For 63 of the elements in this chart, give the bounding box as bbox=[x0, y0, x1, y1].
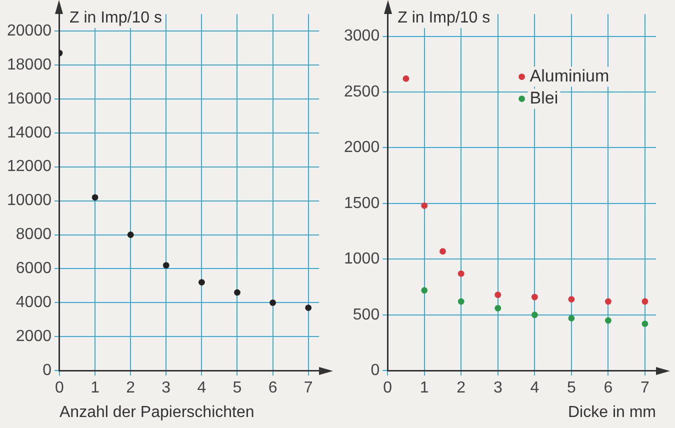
y-tick-label: 16000 bbox=[6, 90, 52, 108]
x-tick-label: 0 bbox=[55, 380, 64, 397]
y-axis-title: Z in Imp/10 s bbox=[69, 9, 162, 26]
x-tick-label: 4 bbox=[530, 380, 540, 397]
y-tick-label: 12000 bbox=[6, 158, 52, 176]
point bbox=[162, 262, 170, 269]
x-tick-label: 5 bbox=[566, 380, 576, 397]
y-tick-label: 2000 bbox=[344, 139, 380, 156]
y-tick-label: 4000 bbox=[16, 294, 52, 312]
point bbox=[270, 299, 276, 306]
x-axis-title: Dicke in mm bbox=[568, 404, 656, 421]
legend-label: Aluminium bbox=[530, 66, 610, 86]
y-tick-label: 3000 bbox=[344, 28, 380, 45]
point bbox=[531, 312, 538, 318]
point bbox=[568, 296, 575, 302]
y-tick-label: 1000 bbox=[344, 250, 380, 268]
y-tick-label: 2000 bbox=[16, 328, 52, 346]
x-tick-label: 0 bbox=[383, 380, 392, 397]
x-tick-label: 1 bbox=[420, 380, 429, 397]
x-tick-label: 7 bbox=[640, 380, 650, 397]
y-tick-label: 2500 bbox=[344, 83, 380, 100]
x-tick-label: 3 bbox=[493, 380, 502, 397]
y-tick-label: 0 bbox=[42, 362, 52, 380]
y-tick-label: 14000 bbox=[6, 124, 52, 142]
point bbox=[605, 298, 612, 305]
x-tick-label: 2 bbox=[456, 380, 466, 397]
point bbox=[494, 304, 502, 312]
x-tick-label: 6 bbox=[604, 380, 613, 397]
y-tick-label: 10000 bbox=[6, 192, 52, 210]
y-tick-label: 18000 bbox=[6, 56, 52, 74]
y-axis-title: Z in Imp/10 s bbox=[398, 9, 490, 26]
point bbox=[642, 320, 648, 327]
x-tick-label: 7 bbox=[304, 380, 313, 397]
point bbox=[458, 270, 464, 277]
x-tick-label: 3 bbox=[162, 380, 171, 397]
y-tick-label: 20000 bbox=[6, 22, 52, 40]
x-axis-title: Anzahl der Papierschichten bbox=[59, 404, 254, 421]
point bbox=[568, 315, 575, 322]
y-tick-label: 500 bbox=[352, 306, 380, 324]
point bbox=[92, 194, 98, 201]
point bbox=[198, 279, 205, 286]
point bbox=[440, 248, 446, 255]
point bbox=[402, 75, 410, 82]
point bbox=[494, 292, 502, 298]
y-tick-label: 8000 bbox=[16, 226, 52, 244]
point bbox=[531, 294, 538, 300]
point bbox=[127, 232, 134, 238]
point bbox=[421, 287, 428, 294]
legend-label: Blei bbox=[530, 88, 558, 108]
y-tick-label: 6000 bbox=[16, 260, 52, 278]
x-tick-label: 4 bbox=[197, 380, 206, 397]
x-tick-label: 6 bbox=[268, 380, 278, 397]
point bbox=[605, 317, 612, 324]
point bbox=[305, 304, 312, 311]
y-tick-label: 1500 bbox=[344, 194, 380, 212]
point bbox=[458, 298, 464, 305]
x-tick-label: 5 bbox=[232, 380, 242, 397]
x-tick-label: 1 bbox=[90, 380, 100, 397]
point bbox=[642, 298, 648, 305]
y-tick-label: 0 bbox=[370, 362, 380, 380]
x-tick-label: 2 bbox=[126, 380, 136, 397]
point bbox=[234, 289, 240, 296]
point bbox=[421, 202, 428, 209]
